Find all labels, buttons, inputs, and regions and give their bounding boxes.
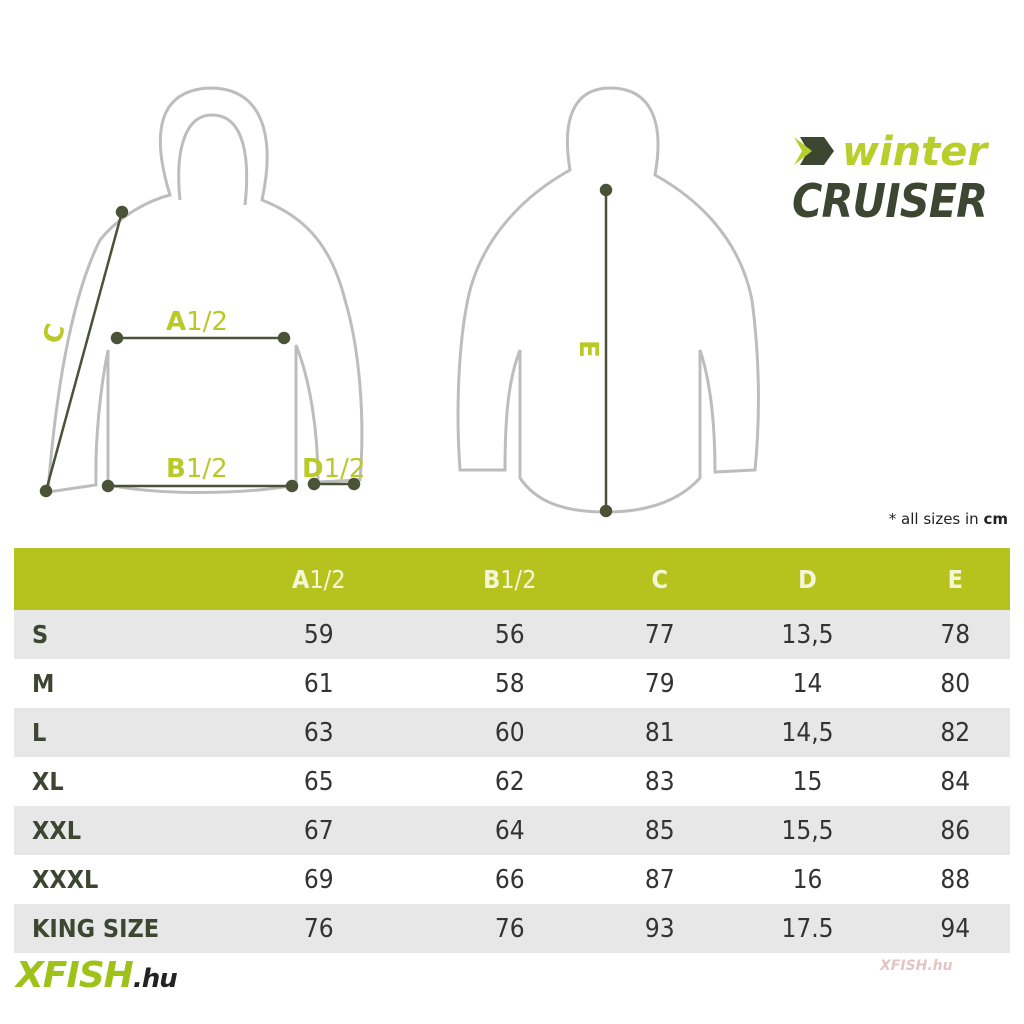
column-header: B1/2 <box>415 548 606 610</box>
measurement-cell: 79 <box>644 668 675 699</box>
table-row: KING SIZE 76 76 93 17.5 94 <box>14 904 1010 953</box>
watermark: XFISH.hu <box>880 958 953 974</box>
measurement-cell: 66 <box>494 864 525 895</box>
column-header: C <box>605 548 714 610</box>
measurement-cell: 14 <box>792 668 823 699</box>
table-row: XXXL 69 66 87 16 88 <box>14 855 1010 904</box>
header-letter: B <box>483 564 501 594</box>
table-row: XXL 67 64 85 15,5 86 <box>14 806 1010 855</box>
measurement-cell: 87 <box>644 864 675 895</box>
size-label: XL <box>32 767 64 796</box>
winter-cruiser-logo: winter CRUISER <box>792 129 989 225</box>
column-header: A1/2 <box>223 548 415 610</box>
size-label: L <box>32 718 47 747</box>
measurement-cell: 65 <box>303 766 334 797</box>
table-header-row: A1/2 B1/2 C D E <box>14 548 1010 610</box>
measurement-cell: 63 <box>303 717 334 748</box>
header-letter: C <box>651 564 668 594</box>
measurement-cell: 64 <box>494 815 525 846</box>
label-e: E <box>573 340 603 358</box>
measurement-cell: 15,5 <box>781 815 834 846</box>
measurement-cell: 88 <box>940 864 971 895</box>
jacket-diagram: A1/2 B1/2 D1/2 C E <box>38 86 760 518</box>
header-letter: A <box>291 564 310 594</box>
back-measure-line <box>599 183 613 518</box>
measurement-cell: 13,5 <box>781 619 834 650</box>
column-header <box>14 548 223 610</box>
table-row: M 61 58 79 14 80 <box>14 659 1010 708</box>
table-row: L 63 60 81 14,5 82 <box>14 708 1010 757</box>
measurement-cell: 83 <box>644 766 675 797</box>
measurement-cell: 60 <box>494 717 525 748</box>
measurement-cell: 62 <box>494 766 525 797</box>
measurement-cell: 15 <box>792 766 823 797</box>
table-row: S 59 56 77 13,5 78 <box>14 610 1010 659</box>
units-note: * all sizes in cm <box>888 510 1008 528</box>
column-header: D <box>714 548 900 610</box>
size-label: S <box>32 620 49 649</box>
measurement-cell: 14,5 <box>781 717 834 748</box>
label-a-half: A1/2 <box>166 307 228 337</box>
column-header: E <box>901 548 1010 610</box>
size-label: M <box>32 669 55 698</box>
measurement-cell: 61 <box>303 668 334 699</box>
label-c: C <box>38 321 72 347</box>
svg-text:winter: winter <box>842 129 989 175</box>
size-table: A1/2 B1/2 C D E S 59 56 77 13,5 78 M 61 58 79 14 80 L 63 6… <box>14 548 1010 953</box>
measurement-cell: 59 <box>303 619 334 650</box>
measurement-cell: 77 <box>644 619 675 650</box>
measurement-cell: 80 <box>940 668 971 699</box>
front-measure-lines <box>39 205 361 498</box>
measurement-cell: 69 <box>303 864 334 895</box>
measurement-cell: 84 <box>940 766 971 797</box>
measurement-cell: 16 <box>792 864 823 895</box>
table-row: XL 65 62 83 15 84 <box>14 757 1010 806</box>
header-letter: E <box>947 564 963 594</box>
size-label: XXL <box>32 816 82 845</box>
header-half: 1/2 <box>500 564 537 594</box>
measurement-cell: 17.5 <box>781 913 834 944</box>
measurement-cell: 76 <box>494 913 525 944</box>
measurement-cell: 67 <box>303 815 334 846</box>
measurement-cell: 82 <box>940 717 971 748</box>
size-label: XXXL <box>32 865 99 894</box>
label-b-half: B1/2 <box>166 454 228 484</box>
measurement-cell: 93 <box>644 913 675 944</box>
size-label: KING SIZE <box>32 914 160 943</box>
measurement-cell: 76 <box>303 913 334 944</box>
front-jacket-outline <box>46 86 364 494</box>
svg-text:CRUISER: CRUISER <box>792 174 988 225</box>
measurement-cell: 58 <box>494 668 525 699</box>
measurement-cell: 94 <box>940 913 971 944</box>
measurement-cell: 81 <box>644 717 675 748</box>
header-letter: D <box>798 564 817 594</box>
measurement-cell: 86 <box>940 815 971 846</box>
measurement-cell: 85 <box>644 815 675 846</box>
label-d-half: D1/2 <box>302 454 365 484</box>
measurement-cell: 78 <box>940 619 971 650</box>
back-jacket-outline <box>456 86 760 514</box>
xfish-logo: XFISH.hu <box>16 955 178 996</box>
measurement-cell: 56 <box>494 619 525 650</box>
header-half: 1/2 <box>309 564 346 594</box>
